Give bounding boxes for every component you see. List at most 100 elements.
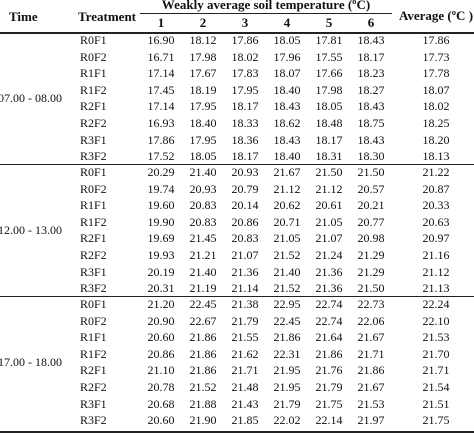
temperature-cell: 21.86 (357, 363, 385, 377)
temperature-cell: 21.29 (357, 265, 385, 279)
temperature-cell: 18.43 (273, 99, 301, 113)
average-cell: 18.07 (422, 83, 450, 97)
temperature-cell: 22.45 (189, 297, 217, 311)
header-average: Average (ºC ) (398, 8, 474, 23)
header-week-2: 2 (199, 15, 207, 30)
temperature-cell: 18.43 (357, 33, 385, 47)
temperature-cell: 20.83 (231, 231, 259, 245)
average-cell: 18.13 (422, 149, 450, 163)
temperature-cell: 18.23 (357, 66, 385, 80)
temperature-cell: 17.86 (231, 33, 259, 47)
temperature-cell: 18.43 (357, 99, 385, 113)
temperature-cell: 18.36 (231, 133, 259, 147)
average-cell: 21.22 (422, 165, 450, 179)
table-bottom-rule (0, 431, 474, 433)
treatment-cell: R2F2 (80, 248, 107, 262)
temperature-cell: 17.98 (189, 50, 217, 64)
header-week-3: 3 (241, 15, 249, 30)
treatment-cell: R0F1 (80, 165, 107, 179)
treatment-cell: R2F2 (80, 116, 107, 130)
temperature-cell: 21.97 (357, 413, 385, 427)
average-cell: 21.71 (422, 363, 450, 377)
average-cell: 17.73 (422, 50, 450, 64)
temperature-cell: 20.86 (147, 347, 175, 361)
temperature-cell: 17.86 (147, 133, 175, 147)
temperature-cell: 18.30 (357, 149, 385, 163)
treatment-cell: R2F1 (80, 99, 107, 113)
temperature-cell: 17.95 (231, 83, 259, 97)
temperature-cell: 21.05 (273, 231, 301, 245)
temperature-cell: 21.79 (315, 380, 343, 394)
temperature-cell: 18.05 (273, 33, 301, 47)
temperature-cell: 18.19 (189, 83, 217, 97)
time-period-label: 12.00 - 13.00 (0, 223, 62, 238)
temperature-cell: 20.62 (273, 198, 301, 212)
temperature-cell: 21.10 (147, 363, 175, 377)
temperature-cell: 17.52 (147, 149, 175, 163)
treatment-cell: R3F2 (80, 413, 107, 427)
temperature-cell: 20.21 (357, 198, 385, 212)
temperature-cell: 17.14 (147, 99, 175, 113)
treatment-cell: R1F1 (80, 330, 107, 344)
treatment-cell: R0F1 (80, 33, 107, 47)
average-cell: 21.13 (422, 281, 450, 295)
temperature-cell: 20.90 (147, 314, 175, 328)
temperature-cell: 20.93 (231, 165, 259, 179)
temperature-cell: 21.79 (273, 397, 301, 411)
temperature-cell: 21.52 (189, 380, 217, 394)
temperature-cell: 18.31 (315, 149, 343, 163)
temperature-cell: 18.33 (231, 116, 259, 130)
time-period-label: 17.00 - 18.00 (0, 355, 62, 370)
average-cell: 22.10 (422, 314, 450, 328)
treatment-cell: R0F2 (80, 314, 107, 328)
temperature-cell: 19.69 (147, 231, 175, 245)
header-bottom-rule (0, 32, 474, 34)
temperature-cell: 21.19 (189, 281, 217, 295)
treatment-cell: R3F2 (80, 149, 107, 163)
temperature-cell: 21.29 (357, 248, 385, 262)
header-week-6: 6 (367, 15, 375, 30)
header-sub-rule (140, 13, 392, 14)
temperature-cell: 21.86 (189, 330, 217, 344)
group-divider-1 (0, 164, 474, 165)
average-cell: 21.51 (422, 397, 450, 411)
average-cell: 21.70 (422, 347, 450, 361)
temperature-cell: 16.71 (147, 50, 175, 64)
treatment-cell: R3F1 (80, 265, 107, 279)
treatment-cell: R0F1 (80, 297, 107, 311)
temperature-cell: 21.86 (273, 330, 301, 344)
treatment-cell: R2F2 (80, 380, 107, 394)
temperature-cell: 21.36 (315, 265, 343, 279)
temperature-cell: 21.45 (189, 231, 217, 245)
temperature-cell: 17.95 (189, 133, 217, 147)
temperature-cell: 20.19 (147, 265, 175, 279)
temperature-cell: 22.74 (315, 297, 343, 311)
temperature-cell: 20.14 (231, 198, 259, 212)
temperature-cell: 21.40 (189, 165, 217, 179)
temperature-cell: 21.86 (189, 363, 217, 377)
temperature-cell: 22.45 (273, 314, 301, 328)
temperature-cell: 18.17 (231, 99, 259, 113)
average-cell: 20.87 (422, 182, 450, 196)
temperature-cell: 22.95 (273, 297, 301, 311)
temperature-cell: 21.50 (315, 165, 343, 179)
time-period-label: 07.00 - 08.00 (0, 91, 62, 106)
average-cell: 20.97 (422, 231, 450, 245)
temperature-cell: 17.45 (147, 83, 175, 97)
temperature-cell: 18.43 (273, 133, 301, 147)
temperature-cell: 19.93 (147, 248, 175, 262)
treatment-cell: R3F1 (80, 133, 107, 147)
temperature-cell: 21.20 (147, 297, 175, 311)
temperature-cell: 19.74 (147, 182, 175, 196)
temperature-cell: 21.90 (189, 413, 217, 427)
temperature-cell: 17.95 (189, 99, 217, 113)
temperature-cell: 20.98 (357, 231, 385, 245)
temperature-cell: 19.60 (147, 198, 175, 212)
temperature-cell: 20.31 (147, 281, 175, 295)
temperature-cell: 21.76 (315, 363, 343, 377)
treatment-cell: R0F2 (80, 182, 107, 196)
temperature-cell: 21.48 (231, 380, 259, 394)
temperature-cell: 21.07 (315, 231, 343, 245)
temperature-cell: 17.67 (189, 66, 217, 80)
